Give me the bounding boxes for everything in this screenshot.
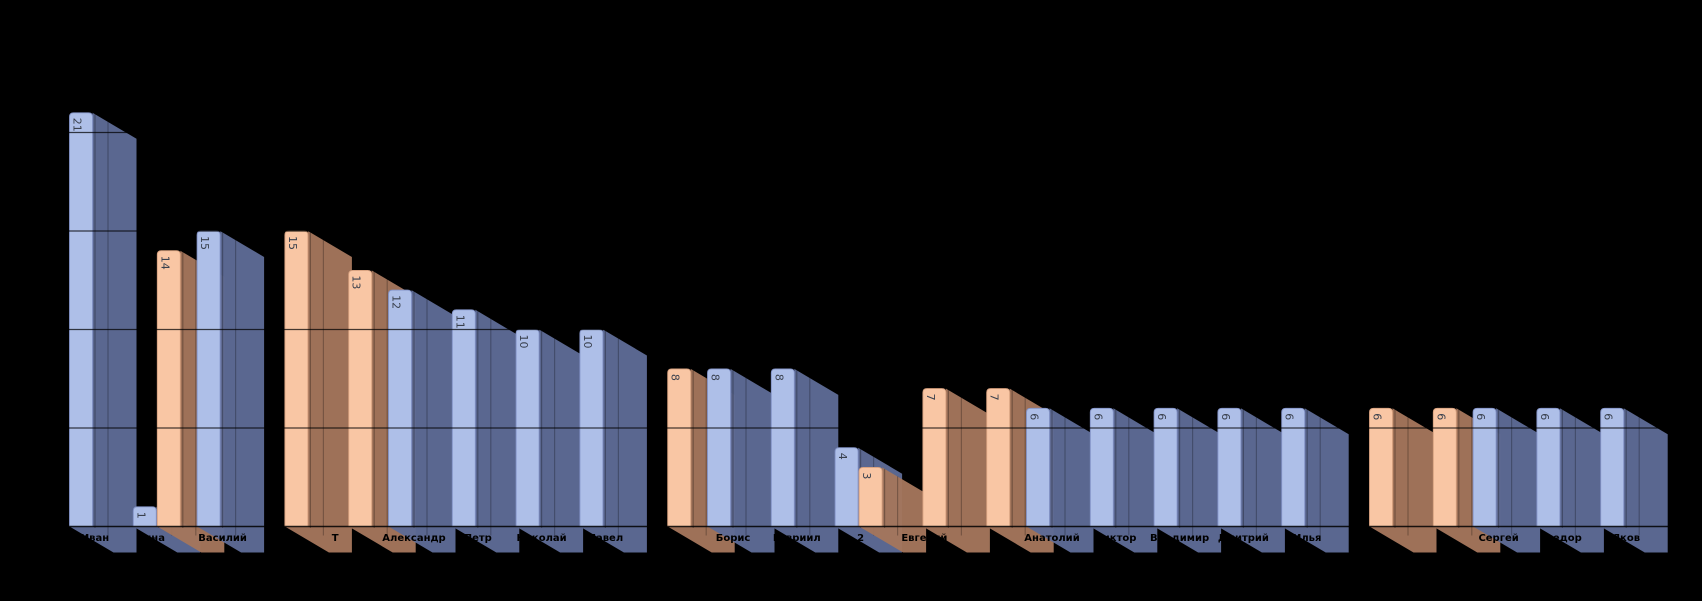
bar-shadow-Борис-series-blue bbox=[707, 368, 775, 553]
bar-value-label-slot9-series-orange: 8 bbox=[669, 374, 682, 381]
x-axis-label-Федор: Федор bbox=[1543, 533, 1582, 544]
bar-shadow-Александр-series-blue bbox=[388, 290, 456, 553]
x-axis-label-Николай: Николай bbox=[517, 533, 567, 544]
bar-shadow-Василий-series-blue bbox=[197, 231, 265, 553]
bar-value-label-Илья-series-blue: 6 bbox=[1283, 413, 1296, 420]
x-axis-label-Петр: Петр bbox=[464, 533, 492, 544]
bar-face-Сергей-series-blue bbox=[1472, 407, 1497, 527]
bar-face-Анна-series-blue bbox=[132, 506, 157, 527]
bars-layer bbox=[69, 112, 1668, 553]
bar-value-label-Анна-series-blue: 1 bbox=[134, 512, 147, 519]
bar-shadow-Владимир-series-blue bbox=[1154, 408, 1222, 553]
x-axis-label-Анатолий: Анатолий bbox=[1024, 533, 1079, 544]
x-axis-label-Иван: Иван bbox=[81, 533, 109, 544]
x-axis-label-2: 2 bbox=[857, 533, 864, 544]
x-axis-label-Владимир: Владимир bbox=[1150, 533, 1209, 544]
x-axis-label-Гавриил: Гавриил bbox=[773, 533, 821, 544]
bar-value-label-Анна-series-orange: 14 bbox=[158, 256, 171, 270]
bar-face-slot20-series-orange bbox=[1369, 407, 1393, 527]
bar-shadow-Гавриил-series-blue bbox=[771, 368, 839, 553]
bar-value-label-slot21-series-orange: 6 bbox=[1434, 413, 1447, 420]
bar-shadow-Яков-series-blue bbox=[1600, 408, 1668, 553]
bar-face-Федор-series-blue bbox=[1536, 407, 1561, 527]
bar-value-label-Гавриил-series-blue: 8 bbox=[772, 374, 785, 381]
bar-value-label-Дмитрий-series-blue: 6 bbox=[1219, 413, 1232, 420]
bar-face-Александр-series-blue bbox=[388, 289, 412, 527]
category-labels-layer: Иван Анна Василий Т Александр Петр Николай Паве… bbox=[81, 533, 1640, 544]
bar-shadow-Иван-series-blue bbox=[69, 112, 137, 553]
x-axis-label-Василий: Василий bbox=[198, 533, 247, 544]
bar-shadow-Павел-series-blue bbox=[579, 329, 647, 553]
bar-face-slot21-series-orange bbox=[1432, 407, 1457, 527]
bar-face-Яков-series-blue bbox=[1600, 407, 1625, 527]
bar-value-label-Т-series-orange: 13 bbox=[350, 275, 363, 289]
x-axis-label-Павел: Павел bbox=[588, 533, 624, 544]
bar-shadow-Виктор-series-blue bbox=[1090, 408, 1158, 553]
bar-value-label-2-series-blue: 4 bbox=[836, 453, 849, 460]
bar-value-label-Федор-series-blue: 6 bbox=[1538, 413, 1551, 420]
bar-shadow-Федор-series-blue bbox=[1536, 408, 1604, 553]
bar-value-label-Виктор-series-blue: 6 bbox=[1091, 413, 1104, 420]
bar-value-label-Владимир-series-blue: 6 bbox=[1155, 413, 1168, 420]
bar-shadow-Илья-series-blue bbox=[1281, 408, 1349, 553]
bar-face-Евгений-series-orange bbox=[922, 388, 947, 527]
bar-face-Дмитрий-series-blue bbox=[1217, 407, 1242, 527]
bar-value-label-Евгений-series-orange: 7 bbox=[924, 394, 937, 401]
bar-shadow-Евгений-series-orange bbox=[922, 388, 990, 553]
bar-face-Т-series-orange bbox=[348, 269, 373, 527]
bar-value-label-slot20-series-orange: 6 bbox=[1371, 413, 1384, 420]
bar-shadow-Анатолий-series-blue bbox=[1026, 408, 1094, 553]
bar-value-label-2-series-orange: 3 bbox=[860, 472, 873, 479]
bar-face-Анатолий-series-blue bbox=[1026, 407, 1050, 527]
x-axis-label-Яков: Яков bbox=[1612, 533, 1640, 544]
bar-face-slot9-series-orange bbox=[667, 368, 692, 527]
bar-value-label-Павел-series-blue: 10 bbox=[581, 335, 594, 349]
bar-face-2-series-orange bbox=[858, 466, 883, 527]
bar-face-Виктор-series-blue bbox=[1089, 407, 1114, 527]
bar-face-Анна-series-orange bbox=[156, 250, 181, 527]
x-axis-label-Т: Т bbox=[332, 533, 339, 544]
bar-face-slot14-series-orange bbox=[986, 388, 1011, 527]
bar-face-Петр-series-blue bbox=[451, 309, 476, 527]
bar-face-Илья-series-blue bbox=[1281, 407, 1306, 527]
bar-value-label-Сергей-series-blue: 6 bbox=[1474, 413, 1487, 420]
bar-shadow-Николай-series-blue bbox=[516, 329, 584, 553]
bar-value-label-Николай-series-blue: 10 bbox=[517, 335, 530, 349]
bar-value-label-Александр-series-blue: 12 bbox=[390, 295, 403, 309]
bar-shadow-Дмитрий-series-blue bbox=[1217, 408, 1285, 553]
bar-value-label-Петр-series-blue: 11 bbox=[453, 315, 466, 329]
bar-value-label-slot14-series-orange: 7 bbox=[988, 394, 1001, 401]
x-axis-label-Виктор: Виктор bbox=[1095, 533, 1136, 544]
bar-face-Василий-series-blue bbox=[196, 230, 221, 527]
bar-shadow-slot20-series-orange bbox=[1369, 408, 1437, 553]
bar-face-slot3-series-orange bbox=[284, 230, 309, 527]
bar-shadow-Петр-series-blue bbox=[452, 309, 520, 553]
x-axis-label-Дмитрий: Дмитрий bbox=[1218, 533, 1269, 544]
bar-face-2-series-blue bbox=[834, 447, 859, 527]
x-axis-label-Анна: Анна bbox=[137, 533, 165, 544]
bar-value-label-Иван-series-blue: 21 bbox=[71, 118, 84, 132]
bar-value-label-Борис-series-blue: 8 bbox=[709, 374, 722, 381]
x-axis-label-Александр: Александр bbox=[382, 533, 445, 544]
x-axis-label-Сергей: Сергей bbox=[1478, 533, 1518, 544]
bar-shadow-Сергей-series-blue bbox=[1473, 408, 1541, 553]
bar-face-Борис-series-blue bbox=[707, 368, 731, 527]
bar-face-Иван-series-blue bbox=[69, 112, 93, 527]
bar-shadow-slot3-series-orange bbox=[284, 231, 352, 553]
x-axis-label-Борис: Борис bbox=[716, 533, 751, 544]
bar-face-Владимир-series-blue bbox=[1153, 407, 1178, 527]
bar-face-Гавриил-series-blue bbox=[770, 368, 795, 527]
bar-value-label-Анатолий-series-blue: 6 bbox=[1028, 413, 1041, 420]
x-axis-label-Илья: Илья bbox=[1293, 533, 1321, 544]
bar-value-label-Яков-series-blue: 6 bbox=[1602, 413, 1615, 420]
bar-value-label-Василий-series-blue: 15 bbox=[198, 236, 211, 250]
bar-shadow-2-series-orange bbox=[859, 467, 927, 553]
x-axis-label-Евгений: Евгений bbox=[901, 533, 947, 544]
value-labels-layer: 21 1 14 15 15 13 12 11 10 10 8 8 8 4 3 7 7 6 6 6 6 6 6 6 6 6 6 bbox=[71, 118, 1615, 519]
gridlines-layer bbox=[0, 131, 1702, 528]
bar-value-label-slot3-series-orange: 15 bbox=[286, 236, 299, 250]
